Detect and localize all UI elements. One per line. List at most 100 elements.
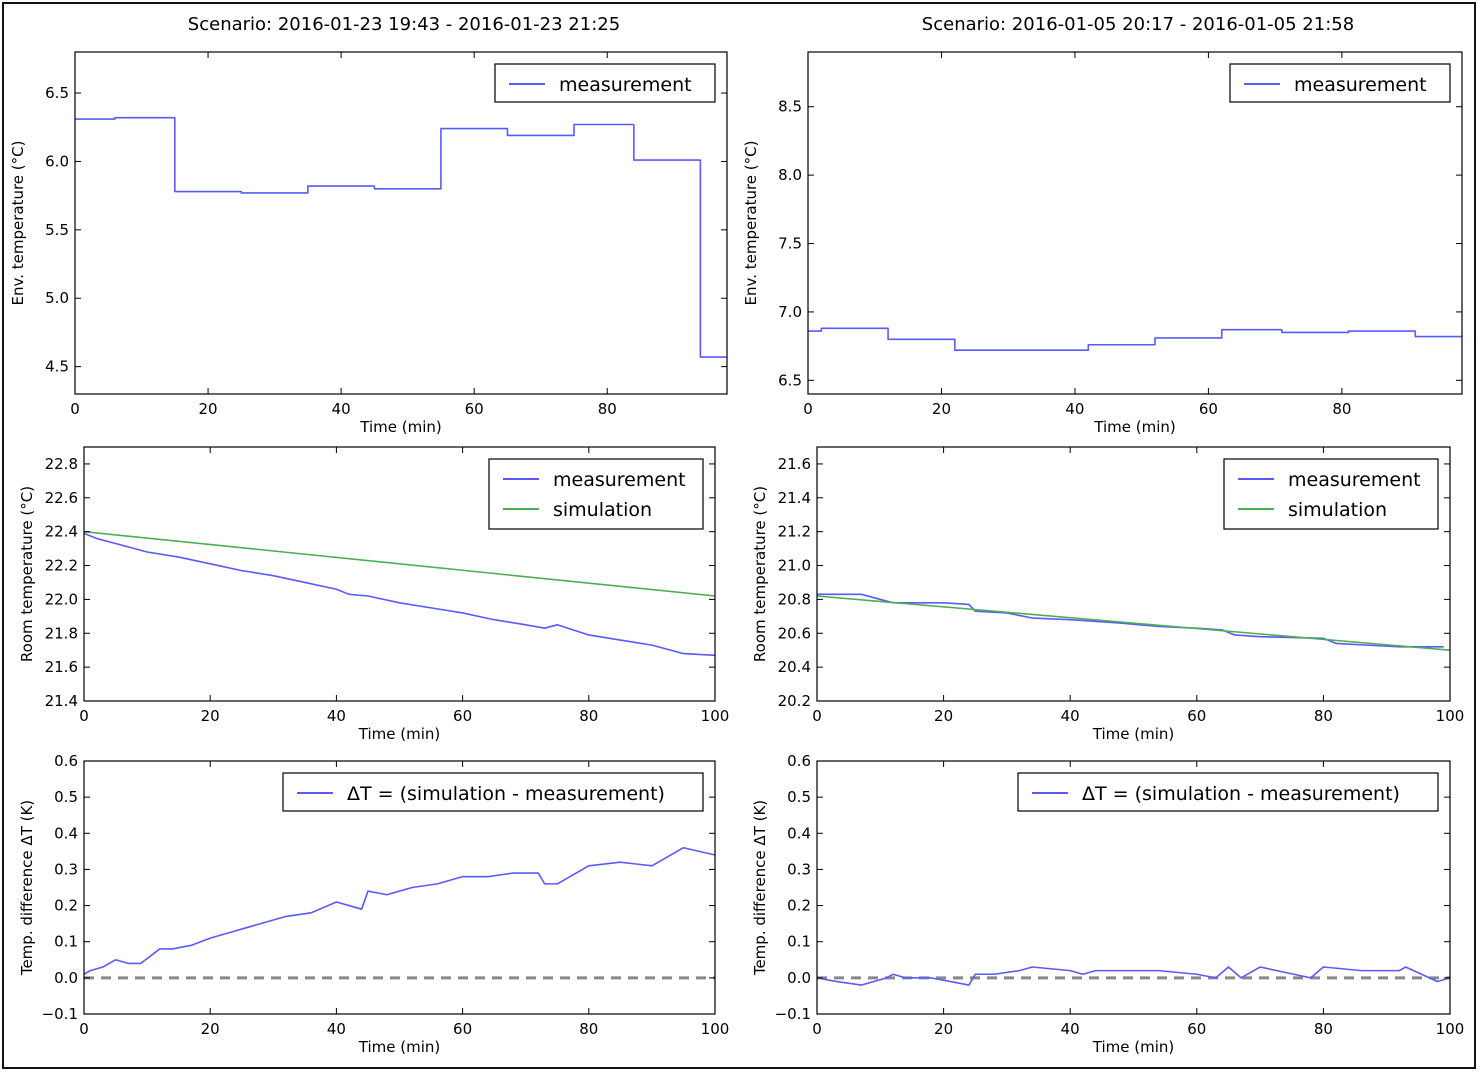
chart-title-right: Scenario: 2016-01-05 20:17 - 2016-01-05 … [922, 14, 1354, 35]
y-axis-label: Room temperature (°C) [751, 486, 769, 662]
plot-area-frame [807, 51, 1463, 395]
x-axis-label: Time (min) [1093, 418, 1175, 436]
y-tick-label: 0.4 [54, 824, 78, 842]
y-axis-label: Room temperature (°C) [18, 486, 36, 662]
x-axis-label: Time (min) [358, 725, 440, 743]
y-tick-label: 0.2 [787, 897, 811, 915]
legend-label: simulation [1288, 499, 1387, 521]
y-tick-label: 6.0 [45, 152, 69, 170]
y-tick-label: 6.5 [778, 371, 802, 389]
x-tick-label: 40 [327, 707, 346, 725]
y-tick-label: 8.5 [778, 98, 802, 116]
y-tick-label: 21.4 [45, 692, 78, 710]
chart-env-left: 0 20 40 60 80 4.5 5.0 5.5 6.0 6.5 Time (min) Env. t… [9, 51, 728, 436]
legend-label: measurement [559, 74, 692, 96]
y-tick-label: 0.1 [787, 933, 811, 951]
x-tick-label: 80 [1332, 400, 1351, 418]
legend-label: ΔT = (simulation - measurement) [347, 783, 665, 805]
series-line-t [83, 846, 716, 975]
x-tick-label: 80 [598, 400, 617, 418]
y-axis-label: Env. temperature (°C) [742, 141, 760, 306]
legend-box [1223, 458, 1439, 530]
plot-area-frame [816, 446, 1451, 702]
x-tick-label: 20 [934, 1020, 953, 1038]
series-line-measurement [808, 327, 1462, 352]
plot-area-frame [83, 446, 716, 702]
x-tick-label: 40 [332, 400, 351, 418]
legend: ΔT = (simulation - measurement) [282, 772, 704, 812]
y-tick-label: 20.4 [778, 658, 811, 676]
x-tick-label: 100 [1436, 707, 1465, 725]
x-tick-label: 40 [327, 1020, 346, 1038]
y-tick-label: 5.5 [45, 221, 69, 239]
x-tick-label: 0 [79, 707, 89, 725]
x-tick-label: 0 [803, 400, 813, 418]
chart-title-left: Scenario: 2016-01-23 19:43 - 2016-01-23 … [188, 14, 620, 35]
y-tick-label: 0.0 [54, 969, 78, 987]
legend-box [1017, 772, 1439, 812]
x-tick-label: 60 [453, 707, 472, 725]
chart-diff-right: 0 20 40 60 80 100 −0.1 0.0 0.1 0.2 0.3 0.4 0.5 0.6 Tim… [751, 752, 1464, 1056]
y-tick-label: 21.0 [778, 557, 811, 575]
plot-area-frame [816, 760, 1451, 1015]
x-tick-label: 100 [701, 707, 730, 725]
x-tick-label: 20 [201, 1020, 220, 1038]
y-tick-label: 6.5 [45, 84, 69, 102]
legend-box [488, 458, 704, 530]
y-tick-label: 21.6 [45, 658, 78, 676]
plot-area-frame [74, 51, 728, 395]
y-tick-label: 0.2 [54, 897, 78, 915]
y-tick-label: 5.0 [45, 289, 69, 307]
series-line-simulation [83, 530, 716, 597]
x-tick-label: 40 [1061, 1020, 1080, 1038]
legend-label: simulation [553, 499, 652, 521]
legend-label: measurement [1294, 74, 1427, 96]
y-tick-label: 0.5 [787, 788, 811, 806]
plot-area-frame [83, 760, 716, 1015]
x-tick-label: 80 [1314, 707, 1333, 725]
x-tick-label: 0 [70, 400, 80, 418]
x-tick-label: 60 [453, 1020, 472, 1038]
legend: ΔT = (simulation - measurement) [1017, 772, 1439, 812]
series-line-simulation [816, 595, 1451, 651]
x-tick-label: 20 [201, 707, 220, 725]
legend: measurement simulation [1223, 458, 1439, 530]
x-tick-label: 80 [579, 1020, 598, 1038]
legend-label: measurement [553, 469, 686, 491]
y-tick-label: 8.0 [778, 166, 802, 184]
x-tick-label: 100 [701, 1020, 730, 1038]
y-tick-label: 20.6 [778, 624, 811, 642]
x-tick-label: 20 [934, 707, 953, 725]
x-tick-label: 0 [79, 1020, 89, 1038]
y-tick-label: 20.8 [778, 590, 811, 608]
chart-room-right: 0 20 40 60 80 100 20.2 20.4 20.6 20.8 21.0 21.2 21.4… [751, 446, 1465, 743]
x-tick-label: 20 [199, 400, 218, 418]
y-tick-label: 22.4 [45, 523, 78, 541]
y-tick-label: 7.5 [778, 235, 802, 253]
series-line-measurement [75, 116, 727, 358]
y-tick-label: −0.1 [775, 1005, 811, 1023]
legend: measurement simulation [488, 458, 704, 530]
x-tick-label: 20 [932, 400, 951, 418]
series-line-t [816, 966, 1451, 986]
x-tick-label: 60 [1199, 400, 1218, 418]
chart-env-right: 0 20 40 60 80 6.5 7.0 7.5 8.0 8.5 Time (min) Env. t… [742, 51, 1463, 436]
x-axis-label: Time (min) [1092, 725, 1174, 743]
y-tick-label: 0.0 [787, 969, 811, 987]
y-tick-label: 4.5 [45, 358, 69, 376]
x-tick-label: 60 [465, 400, 484, 418]
y-tick-label: 0.6 [787, 752, 811, 770]
y-tick-label: 21.4 [778, 489, 811, 507]
legend: measurement [1229, 63, 1451, 103]
y-tick-label: 0.3 [787, 860, 811, 878]
y-axis-label: Temp. difference ΔT (K) [751, 800, 769, 976]
y-tick-label: 21.2 [778, 523, 811, 541]
x-tick-label: 60 [1187, 707, 1206, 725]
y-tick-label: 22.8 [45, 455, 78, 473]
x-tick-label: 40 [1061, 707, 1080, 725]
y-tick-label: 0.3 [54, 860, 78, 878]
y-tick-label: 20.2 [778, 692, 811, 710]
x-axis-label: Time (min) [359, 418, 441, 436]
